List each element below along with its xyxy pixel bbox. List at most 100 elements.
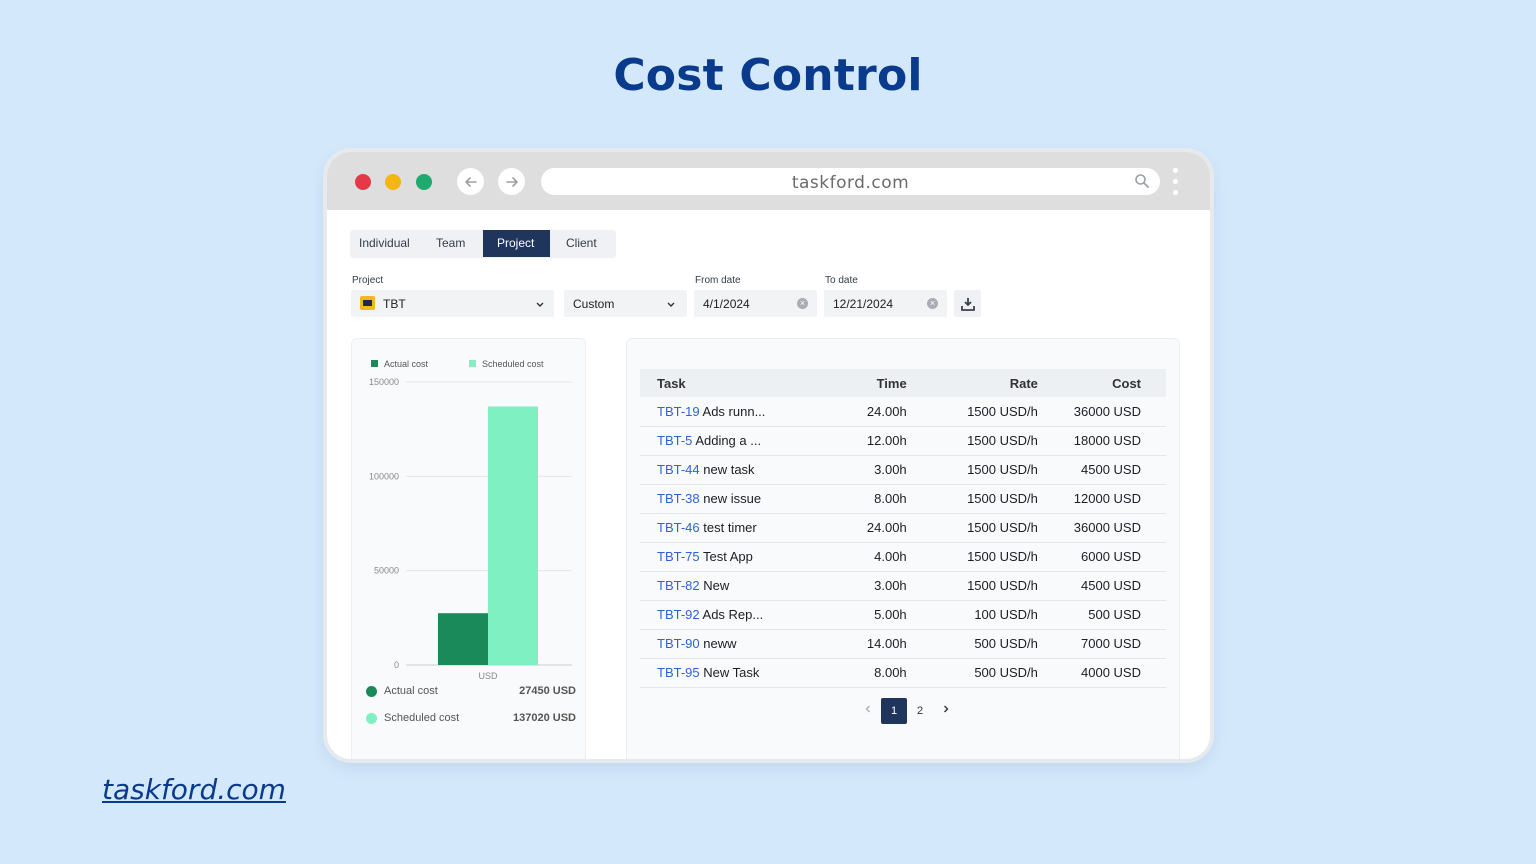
cost-bar-chart: 150000 100000 50000 0 USD xyxy=(369,377,572,679)
task-name: New Task xyxy=(703,665,760,680)
column-header-rate[interactable]: Rate xyxy=(1009,375,1038,391)
chevron-right-icon xyxy=(944,705,949,713)
prev-page-button[interactable] xyxy=(855,698,881,724)
legend-scheduled[interactable]: Scheduled cost xyxy=(469,359,544,369)
cost-cell: 36000 USD xyxy=(1037,513,1166,543)
page-1-button[interactable]: 1 xyxy=(881,698,907,724)
task-cell: TBT-92 Ads Rep... xyxy=(640,600,798,630)
table-row[interactable]: TBT-19 Ads runn... 24.00h 1500 USD/h 36000 … xyxy=(640,397,1166,427)
x-category-label: USD xyxy=(478,671,498,679)
table-row[interactable]: TBT-44 new task 3.00h 1500 USD/h 4500 USD xyxy=(640,455,1166,485)
task-cell: TBT-95 New Task xyxy=(640,658,798,688)
clear-circle-icon[interactable]: × xyxy=(797,298,808,309)
cost-cell: 4500 USD xyxy=(1037,571,1166,601)
cost-chart-card: Actual cost Scheduled cost 150000 100000 5… xyxy=(351,338,586,759)
browser-window: taskford.com Individual Team Project Cli… xyxy=(327,152,1210,759)
task-key-link[interactable]: TBT-75 xyxy=(657,549,700,564)
task-cost-table: Task Time Rate Cost TBT-19 Ads runn... 24… xyxy=(640,369,1166,688)
kebab-menu-icon[interactable] xyxy=(1173,168,1179,198)
tab-team[interactable]: Team xyxy=(436,236,466,250)
table-row[interactable]: TBT-75 Test App 4.00h 1500 USD/h 6000 USD xyxy=(640,542,1166,572)
table-row[interactable]: TBT-38 new issue 8.00h 1500 USD/h 12000 USD xyxy=(640,484,1166,514)
scheduled-cost-summary: Scheduled cost 137020 USD xyxy=(366,712,576,726)
download-button[interactable] xyxy=(954,290,981,317)
column-header-time[interactable]: Time xyxy=(876,375,907,391)
task-cell: TBT-46 test timer xyxy=(640,513,798,543)
minimize-window-dot[interactable] xyxy=(385,174,401,190)
table-row[interactable]: TBT-95 New Task 8.00h 500 USD/h 4000 USD xyxy=(640,658,1166,688)
footer-website-link[interactable]: taskford.com xyxy=(102,773,286,806)
task-name: test timer xyxy=(703,520,757,535)
rate-cell: 100 USD/h xyxy=(906,600,1038,630)
back-button[interactable] xyxy=(457,168,484,195)
task-cell: TBT-82 New xyxy=(640,571,798,601)
task-name: new issue xyxy=(703,491,762,506)
scheduled-cost-bar[interactable] xyxy=(488,406,538,665)
task-key-link[interactable]: TBT-44 xyxy=(657,462,700,477)
time-cell: 24.00h xyxy=(797,397,907,427)
page-title: Cost Control xyxy=(613,50,923,101)
rate-cell: 1500 USD/h xyxy=(906,484,1038,514)
time-cell: 8.00h xyxy=(797,484,907,514)
table-row[interactable]: TBT-82 New 3.00h 1500 USD/h 4500 USD xyxy=(640,571,1166,601)
table-row[interactable]: TBT-92 Ads Rep... 5.00h 100 USD/h 500 USD xyxy=(640,600,1166,630)
to-date-label: To date xyxy=(825,275,858,286)
task-key-link[interactable]: TBT-95 xyxy=(657,665,700,680)
cost-cell: 36000 USD xyxy=(1037,397,1166,427)
table-header-row: Task Time Rate Cost xyxy=(640,369,1166,397)
legend-actual-label: Actual cost xyxy=(384,359,429,369)
date-range-select[interactable]: Custom xyxy=(564,290,687,317)
legend-actual[interactable]: Actual cost xyxy=(371,359,428,369)
chevron-down-icon xyxy=(667,302,675,307)
task-cell: TBT-38 new issue xyxy=(640,484,798,514)
column-header-task[interactable]: Task xyxy=(657,375,686,391)
actual-cost-dot xyxy=(366,686,377,697)
time-cell: 3.00h xyxy=(797,455,907,485)
table-row[interactable]: TBT-90 neww 14.00h 500 USD/h 7000 USD xyxy=(640,629,1166,659)
tab-project[interactable]: Project xyxy=(483,230,550,257)
table-row[interactable]: TBT-5 Adding a ... 12.00h 1500 USD/h 18000 … xyxy=(640,426,1166,456)
maximize-window-dot[interactable] xyxy=(416,174,432,190)
actual-cost-bar[interactable] xyxy=(438,613,488,665)
rate-cell: 500 USD/h xyxy=(906,658,1038,688)
task-cell: TBT-75 Test App xyxy=(640,542,798,572)
task-key-link[interactable]: TBT-90 xyxy=(657,636,700,651)
actual-cost-value: 27450 USD xyxy=(519,685,576,697)
close-window-dot[interactable] xyxy=(355,174,371,190)
table-row[interactable]: TBT-46 test timer 24.00h 1500 USD/h 36000 U… xyxy=(640,513,1166,543)
chevron-left-icon xyxy=(865,705,870,713)
task-name: Adding a ... xyxy=(695,433,762,448)
task-key-link[interactable]: TBT-5 xyxy=(657,433,693,448)
tab-client[interactable]: Client xyxy=(566,236,597,250)
next-page-button[interactable] xyxy=(933,698,959,724)
column-header-cost[interactable]: Cost xyxy=(1112,375,1141,391)
task-cost-card: Task Time Rate Cost TBT-19 Ads runn... 24… xyxy=(626,338,1180,759)
project-avatar-icon xyxy=(360,296,375,310)
chevron-down-icon xyxy=(536,302,544,307)
task-key-link[interactable]: TBT-38 xyxy=(657,491,700,506)
actual-cost-summary: Actual cost 27450 USD xyxy=(366,685,576,699)
search-icon[interactable] xyxy=(1134,173,1150,189)
task-key-link[interactable]: TBT-19 xyxy=(657,403,700,419)
task-key-link[interactable]: TBT-92 xyxy=(657,607,700,622)
date-range-value: Custom xyxy=(573,297,615,311)
from-date-input[interactable]: 4/1/2024 × xyxy=(694,290,817,317)
clear-circle-icon[interactable]: × xyxy=(927,298,938,309)
rate-cell: 1500 USD/h xyxy=(906,513,1038,543)
to-date-input[interactable]: 12/21/2024 × xyxy=(824,290,947,317)
project-select[interactable]: TBT xyxy=(351,290,554,317)
task-cell: TBT-44 new task xyxy=(640,455,798,485)
task-name: Ads Rep... xyxy=(702,607,764,622)
y-tick-label: 50000 xyxy=(374,566,399,576)
rate-cell: 1500 USD/h xyxy=(906,542,1038,572)
page-2-button[interactable]: 2 xyxy=(916,705,924,717)
forward-button[interactable] xyxy=(498,168,525,195)
task-key-link[interactable]: TBT-46 xyxy=(657,520,700,535)
task-key-link[interactable]: TBT-82 xyxy=(657,578,700,593)
arrow-right-icon xyxy=(505,176,518,187)
time-cell: 14.00h xyxy=(797,629,907,659)
tab-individual[interactable]: Individual xyxy=(359,236,410,250)
time-cell: 3.00h xyxy=(797,571,907,601)
project-label: Project xyxy=(352,275,384,286)
address-bar[interactable]: taskford.com xyxy=(541,168,1160,195)
